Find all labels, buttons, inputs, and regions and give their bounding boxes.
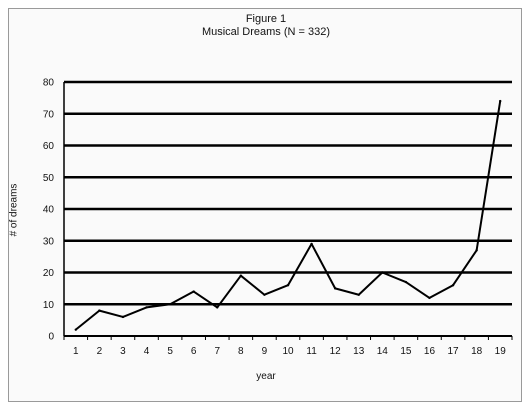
- x-tick-label: 2: [97, 346, 103, 357]
- y-tick-label: 30: [43, 236, 55, 247]
- series-line: [75, 100, 502, 331]
- x-tick-label: 18: [471, 346, 483, 357]
- y-tick-label: 60: [43, 141, 55, 152]
- data-point: [310, 242, 313, 246]
- y-tick-label: 20: [43, 268, 55, 279]
- data-point: [263, 293, 266, 296]
- x-tick-label: 7: [214, 346, 220, 357]
- x-tick-label: 11: [306, 346, 317, 357]
- data-point: [192, 290, 195, 293]
- x-tick-label: 5: [167, 346, 173, 357]
- data-point: [475, 249, 478, 252]
- x-tick-label: 13: [353, 346, 365, 357]
- data-point: [168, 303, 172, 306]
- x-tick-label: 15: [400, 346, 412, 357]
- x-tick-label: 4: [144, 346, 150, 357]
- y-tick-label: 10: [43, 300, 55, 311]
- x-tick-label: 16: [424, 346, 436, 357]
- chart-subtitle: Musical Dreams (N = 332): [201, 26, 331, 38]
- data-point: [121, 315, 125, 319]
- data-point: [216, 306, 219, 309]
- x-axis-label: year: [256, 371, 276, 382]
- x-tick-label: 6: [191, 346, 197, 357]
- data-point: [98, 309, 101, 312]
- data-point: [74, 328, 77, 331]
- x-tick-label: 1: [73, 346, 79, 357]
- data-point: [428, 296, 431, 300]
- data-point: [451, 284, 455, 287]
- y-tick-label: 40: [43, 205, 55, 216]
- x-tick-label: 17: [447, 346, 459, 357]
- x-tick-label: 9: [262, 346, 268, 357]
- data-point: [404, 280, 408, 284]
- data-point: [239, 274, 243, 277]
- x-tick-label: 3: [120, 346, 126, 357]
- x-tick-label: 10: [282, 346, 294, 357]
- x-tick-label: 19: [495, 346, 507, 357]
- y-tick-label: 0: [48, 332, 54, 343]
- y-tick-label: 80: [43, 78, 55, 89]
- data-point: [286, 284, 290, 287]
- data-point: [381, 271, 384, 274]
- x-tick-label: 14: [377, 346, 389, 357]
- x-tick-label: 8: [238, 346, 244, 357]
- chart-title: Figure 1: [245, 13, 287, 25]
- data-point: [145, 306, 148, 309]
- x-tick-label: 12: [330, 346, 342, 357]
- y-tick-label: 50: [43, 173, 55, 184]
- y-tick-label: 70: [43, 109, 55, 120]
- data-point: [357, 293, 360, 296]
- data-point: [499, 99, 502, 103]
- data-point: [333, 287, 337, 290]
